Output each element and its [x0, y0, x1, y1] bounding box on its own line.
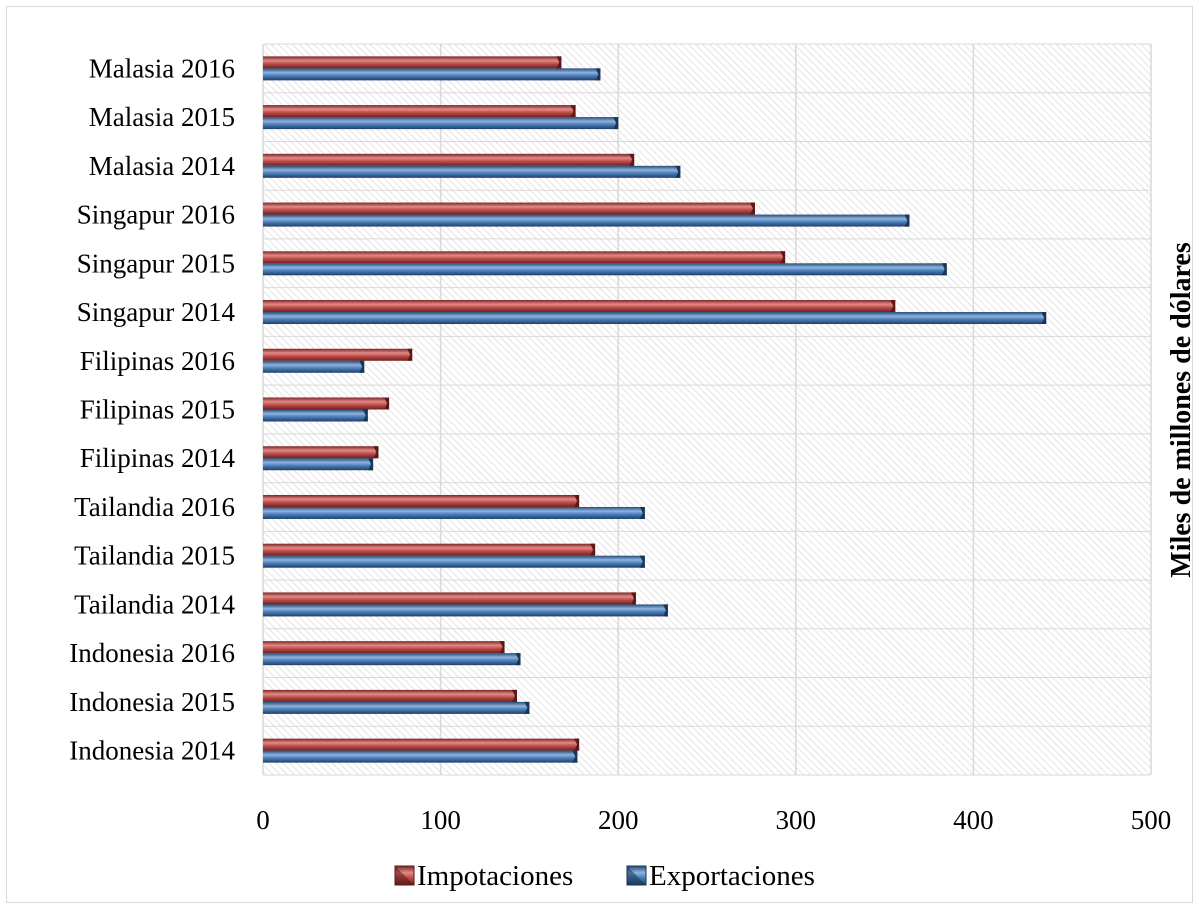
bar-end-cap — [595, 68, 601, 81]
bar-impotaciones — [263, 397, 390, 410]
x-tick-label: 500 — [1131, 805, 1172, 835]
bar-impotaciones — [263, 348, 413, 361]
x-tick-label: 400 — [953, 805, 994, 835]
bar-end-cap — [890, 300, 896, 313]
bar-impotaciones — [263, 202, 755, 215]
bar-exportaciones — [263, 604, 668, 617]
bar-exportaciones — [263, 68, 601, 81]
gridlines — [262, 43, 1152, 776]
x-tick-label: 0 — [256, 805, 270, 835]
bar-end-cap — [524, 701, 530, 714]
bar-end-cap — [590, 543, 596, 556]
bar-end-cap — [639, 555, 645, 568]
bar-end-cap — [780, 251, 786, 264]
category-label: Singapur 2014 — [77, 297, 236, 327]
category-label: Malasia 2015 — [89, 102, 235, 132]
category-labels: Indonesia 2014 Indonesia 2015 Indonesia 20… — [69, 53, 235, 765]
category-label: Tailandia 2015 — [74, 541, 235, 571]
bar-end-cap — [407, 348, 413, 361]
bar-exportaciones — [263, 312, 1047, 325]
bar-impotaciones — [263, 251, 786, 264]
category-label: Filipinas 2016 — [80, 346, 235, 376]
bar-end-cap — [613, 117, 619, 130]
bar-impotaciones — [263, 446, 379, 459]
bar-end-cap — [362, 409, 368, 422]
legend-swatch-shade — [627, 866, 646, 885]
bar-exportaciones — [263, 165, 681, 178]
bar-end-cap — [629, 153, 635, 166]
bar-impotaciones — [263, 105, 576, 118]
bar-end-cap — [630, 592, 636, 605]
bar-exportaciones — [263, 214, 910, 227]
bar-end-cap — [572, 750, 578, 763]
y-axis-title: Miles de millones de dólares — [1166, 242, 1197, 578]
category-label: Filipinas 2015 — [80, 395, 235, 425]
bar-end-cap — [574, 494, 580, 507]
bar-end-cap — [941, 263, 947, 276]
legend: Impotaciones Exportaciones — [394, 860, 815, 892]
bar-end-cap — [639, 506, 645, 519]
bar-impotaciones — [263, 300, 896, 313]
bar-impotaciones — [263, 494, 580, 507]
category-label: Malasia 2014 — [89, 151, 236, 181]
bar-exportaciones — [263, 506, 645, 519]
bar-exportaciones — [263, 409, 368, 422]
category-label: Indonesia 2015 — [69, 687, 235, 717]
bar-exportaciones — [263, 555, 645, 568]
category-label: Singapur 2015 — [77, 248, 235, 278]
x-tick-label: 300 — [776, 805, 817, 835]
bar-end-cap — [662, 604, 668, 617]
bar-impotaciones — [263, 738, 580, 751]
bars — [263, 56, 1047, 763]
bar-impotaciones — [263, 592, 636, 605]
bar-end-cap — [373, 446, 379, 459]
bar-impotaciones — [263, 153, 635, 166]
category-label: Tailandia 2014 — [74, 589, 235, 619]
bar-exportaciones — [263, 750, 578, 763]
category-label: Filipinas 2014 — [80, 443, 236, 473]
bar-end-cap — [368, 458, 374, 471]
bar-end-cap — [675, 165, 681, 178]
bar-impotaciones — [263, 689, 517, 702]
x-tick-labels: 0 100 200 300 400 500 — [256, 805, 1171, 835]
bar-end-cap — [511, 689, 517, 702]
x-tick-label: 100 — [420, 805, 461, 835]
bar-end-cap — [1041, 312, 1047, 325]
bar-impotaciones — [263, 543, 596, 556]
x-tick-label: 200 — [598, 805, 639, 835]
bar-end-cap — [904, 214, 910, 227]
bar-end-cap — [556, 56, 562, 69]
plot-area — [263, 44, 1151, 775]
category-label: Singapur 2016 — [77, 200, 235, 230]
bar-end-cap — [359, 360, 365, 373]
bar-exportaciones — [263, 263, 947, 276]
category-label: Malasia 2016 — [89, 53, 235, 83]
bar-end-cap — [499, 641, 505, 654]
bar-end-cap — [570, 105, 576, 118]
legend-label: Exportaciones — [649, 860, 815, 892]
bar-exportaciones — [263, 458, 374, 471]
category-label: Tailandia 2016 — [74, 492, 235, 522]
bar-end-cap — [749, 202, 755, 215]
bar-exportaciones — [263, 117, 619, 130]
bar-exportaciones — [263, 701, 530, 714]
bar-exportaciones — [263, 653, 521, 666]
bar-end-cap — [574, 738, 580, 751]
bar-impotaciones — [263, 641, 505, 654]
bar-end-cap — [384, 397, 390, 410]
legend-swatch-shade — [395, 866, 414, 885]
bar-end-cap — [515, 653, 521, 666]
category-label: Indonesia 2014 — [69, 736, 235, 766]
legend-label: Impotaciones — [417, 860, 573, 892]
bar-exportaciones — [263, 360, 365, 373]
category-label: Indonesia 2016 — [69, 638, 235, 668]
bar-impotaciones — [263, 56, 562, 69]
